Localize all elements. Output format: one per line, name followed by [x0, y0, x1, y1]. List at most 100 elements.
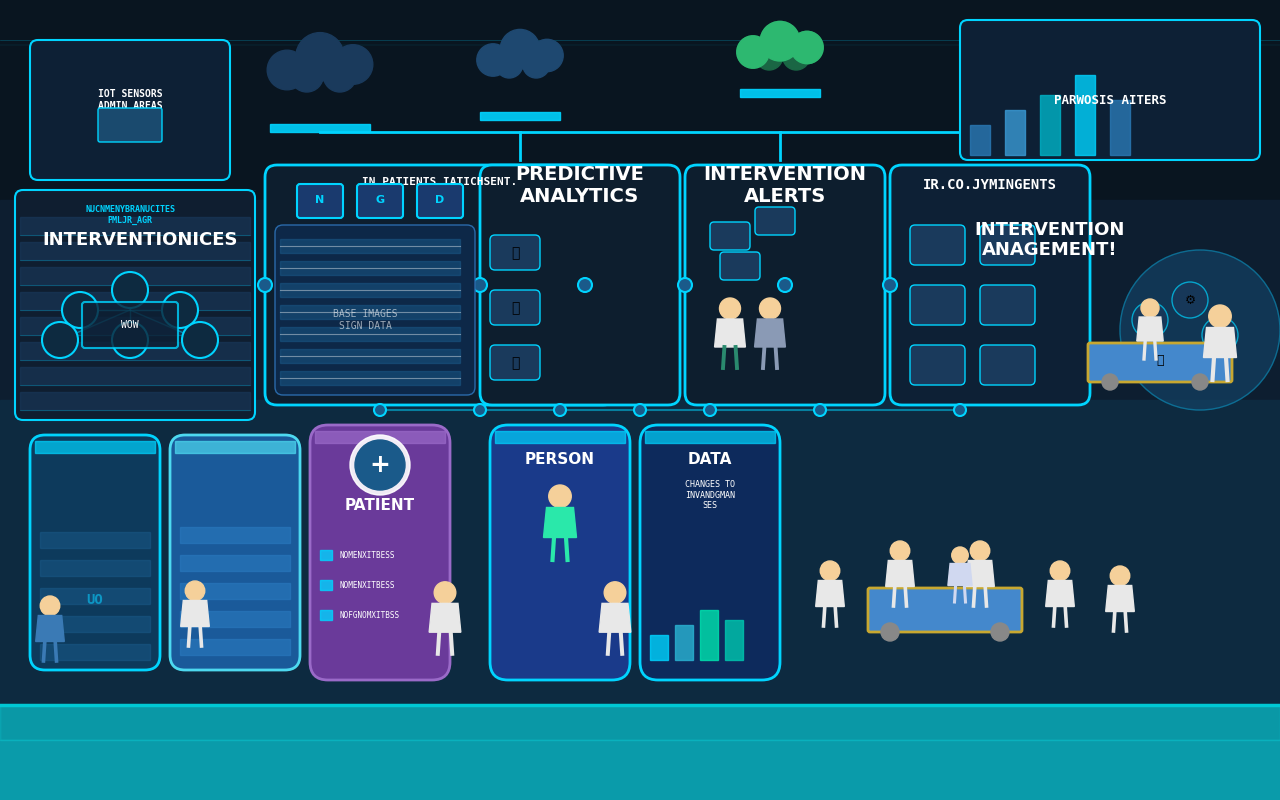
Circle shape	[791, 31, 823, 64]
Circle shape	[531, 39, 563, 72]
Circle shape	[1120, 250, 1280, 410]
FancyBboxPatch shape	[357, 184, 403, 218]
Circle shape	[820, 561, 840, 581]
FancyBboxPatch shape	[910, 285, 965, 325]
Bar	[280, 305, 460, 319]
Bar	[675, 625, 692, 660]
Bar	[0, 0, 1280, 200]
Circle shape	[678, 278, 692, 292]
Text: ⚙: ⚙	[1184, 294, 1196, 306]
Text: 📊: 📊	[1216, 329, 1224, 342]
FancyBboxPatch shape	[910, 345, 965, 385]
Circle shape	[891, 541, 910, 561]
Circle shape	[474, 404, 486, 416]
Bar	[320, 580, 332, 590]
Bar	[0, 200, 1280, 400]
Bar	[180, 583, 291, 599]
Circle shape	[474, 278, 486, 292]
Circle shape	[333, 45, 372, 84]
Bar	[280, 371, 460, 385]
FancyBboxPatch shape	[960, 20, 1260, 160]
Circle shape	[1102, 374, 1117, 390]
Bar	[480, 112, 561, 120]
Bar	[280, 239, 460, 253]
Circle shape	[182, 322, 218, 358]
Bar	[20, 367, 250, 385]
FancyBboxPatch shape	[1088, 343, 1231, 382]
Circle shape	[40, 596, 60, 615]
Text: IR.CO.JYMINGENTS: IR.CO.JYMINGENTS	[923, 178, 1057, 192]
Circle shape	[634, 404, 646, 416]
Circle shape	[500, 30, 540, 69]
Polygon shape	[714, 319, 745, 347]
Polygon shape	[1203, 327, 1236, 358]
Bar	[495, 431, 625, 443]
Text: 🔗: 🔗	[1156, 354, 1164, 366]
Bar	[20, 217, 250, 235]
FancyBboxPatch shape	[980, 225, 1036, 265]
Bar	[20, 317, 250, 335]
Bar	[749, 49, 812, 59]
Circle shape	[814, 404, 826, 416]
Bar	[0, 740, 1280, 800]
Circle shape	[782, 43, 810, 70]
Bar	[40, 532, 150, 548]
FancyBboxPatch shape	[29, 435, 160, 670]
Circle shape	[296, 33, 344, 81]
Bar	[180, 555, 291, 571]
Polygon shape	[886, 561, 914, 586]
Text: INTERVENTIONICES: INTERVENTIONICES	[42, 231, 238, 249]
Polygon shape	[755, 319, 786, 347]
FancyBboxPatch shape	[980, 345, 1036, 385]
FancyBboxPatch shape	[99, 108, 163, 142]
Text: 💬: 💬	[1147, 314, 1153, 326]
Circle shape	[495, 51, 522, 78]
Text: INTERVENTION
ANAGEMENT!: INTERVENTION ANAGEMENT!	[975, 221, 1125, 259]
Text: PREDICTIVE
ANALYTICS: PREDICTIVE ANALYTICS	[516, 165, 644, 206]
Polygon shape	[1106, 586, 1134, 611]
Circle shape	[970, 541, 989, 561]
FancyBboxPatch shape	[685, 165, 884, 405]
FancyBboxPatch shape	[29, 40, 230, 180]
Circle shape	[42, 322, 78, 358]
Circle shape	[719, 298, 741, 319]
Bar	[320, 550, 332, 560]
Bar	[650, 635, 668, 660]
Circle shape	[579, 278, 591, 292]
Circle shape	[883, 278, 897, 292]
FancyBboxPatch shape	[719, 252, 760, 280]
Bar	[282, 66, 358, 78]
FancyBboxPatch shape	[490, 235, 540, 270]
Circle shape	[1132, 302, 1169, 338]
Circle shape	[791, 31, 823, 64]
Circle shape	[1120, 250, 1280, 410]
Bar	[1075, 75, 1094, 155]
Circle shape	[291, 59, 324, 92]
Text: PATIENT: PATIENT	[344, 498, 415, 513]
Circle shape	[374, 404, 387, 416]
Circle shape	[1208, 305, 1231, 327]
Bar	[320, 610, 332, 620]
Text: +: +	[370, 453, 390, 477]
Text: D: D	[435, 195, 444, 205]
Polygon shape	[36, 615, 64, 642]
Circle shape	[1192, 374, 1208, 390]
Text: 📈: 📈	[511, 246, 520, 260]
FancyBboxPatch shape	[490, 345, 540, 380]
Circle shape	[113, 322, 148, 358]
Text: WOW: WOW	[122, 320, 138, 330]
Circle shape	[1140, 299, 1158, 317]
Circle shape	[604, 582, 626, 603]
FancyBboxPatch shape	[710, 222, 750, 250]
Bar	[35, 441, 155, 453]
Bar	[1110, 100, 1130, 155]
Text: NOMENXITBESS: NOMENXITBESS	[340, 550, 396, 559]
FancyBboxPatch shape	[755, 207, 795, 235]
Bar	[40, 644, 150, 660]
Polygon shape	[948, 563, 972, 586]
Polygon shape	[965, 561, 995, 586]
Bar	[970, 125, 989, 155]
Polygon shape	[599, 603, 631, 632]
Text: NOMENXITBESS: NOMENXITBESS	[340, 581, 396, 590]
Text: PERSON: PERSON	[525, 453, 595, 467]
